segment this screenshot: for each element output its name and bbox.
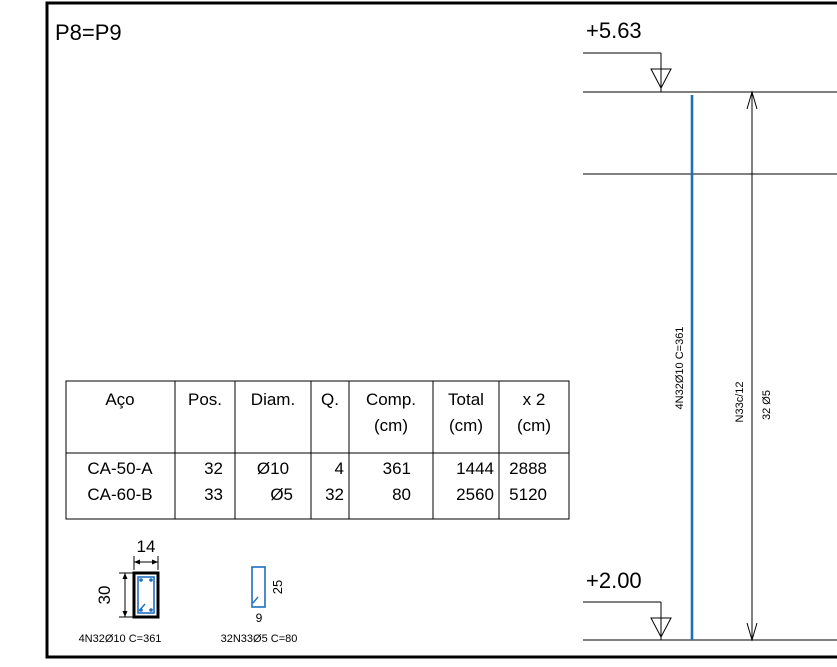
table-cell: 4 [335,459,344,478]
section-bar [149,608,153,612]
stirrup-detail: 25 9 32N33Ø5 C=80 [221,566,298,645]
section-outline [132,571,160,619]
table-cell: 2888 [509,459,547,478]
table-cell: 5120 [509,485,547,504]
table-cell: 33 [204,485,223,504]
stirrup-shape [251,566,266,608]
table-header-comp: Comp. [366,390,416,409]
table-cell: 32 [325,485,344,504]
level-bottom: +2.00 [586,568,642,593]
column-elevation: +5.63 +2.00 4N32Ø10 C=361 N33c/12 32 Ø5 [583,18,837,642]
rebar-table: Aço Pos. Diam. Q. Comp. (cm) Total (cm) … [65,380,570,520]
section-bar [139,578,143,582]
stirrup-count-label: 32 Ø5 [761,390,773,420]
level-top: +5.63 [586,18,642,43]
section-bar [149,578,153,582]
table-header-x2-unit: (cm) [517,416,551,435]
table-header-pos: Pos. [188,390,222,409]
table-cell: CA-60-B [87,485,152,504]
level-bottom-marker [650,617,672,639]
table-header-aco: Aço [105,390,134,409]
stirrup-label: 32N33Ø5 C=80 [221,633,298,645]
table-cell: 80 [392,485,411,504]
table-header-comp-unit: (cm) [374,416,408,435]
table-cell: Ø5 [270,485,293,504]
table-header-diam: Diam. [251,390,295,409]
table-header-x2: x 2 [523,390,546,409]
stirrup-height-dim: 25 [270,580,285,594]
table-header-total-unit: (cm) [449,416,483,435]
table-cell: 1444 [456,459,494,478]
table-cell: 32 [204,459,223,478]
section-height-dim: 30 [95,586,114,605]
column-section: 14 30 4N32Ø10 C=361 [79,537,162,645]
stirrup-spacing-label: N33c/12 [734,382,746,423]
table-header-q: Q. [321,390,339,409]
table-header-total: Total [448,390,484,409]
table-cell: 361 [383,459,411,478]
section-stirrup [137,576,155,614]
longitudinal-bar-label: 4N32Ø10 C=361 [674,327,686,410]
drawing-title: P8=P9 [55,20,122,45]
sheet-frame [45,1,837,659]
section-bar-label: 4N32Ø10 C=361 [79,633,162,645]
section-width-dim: 14 [137,537,156,556]
section-bar [139,608,143,612]
table-cell: CA-50-A [87,459,153,478]
table-cell: 2560 [456,485,494,504]
table-cell: Ø10 [257,459,289,478]
stirrup-width-dim: 9 [256,611,263,625]
